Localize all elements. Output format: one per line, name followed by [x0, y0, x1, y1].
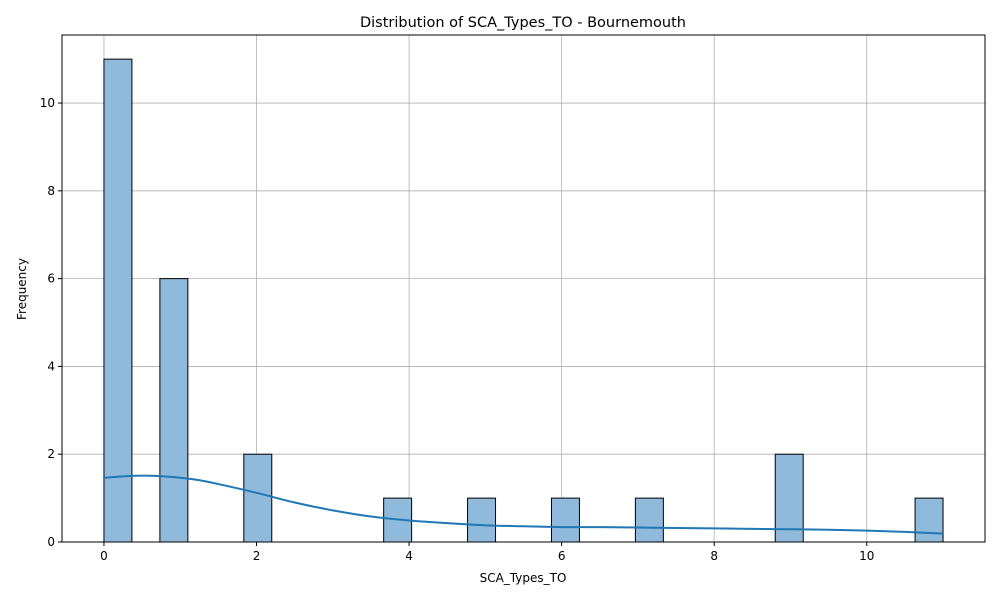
ticks-layer: 0 2 4 6 8 10 0 2 4 6 8 10: [40, 96, 875, 563]
y-tick-label: 8: [47, 184, 55, 198]
x-tick-label: 10: [859, 549, 874, 563]
histogram-bar: [634, 497, 664, 543]
histogram-bar: [914, 497, 944, 543]
y-tick-label: 0: [47, 535, 55, 549]
x-tick-label: 8: [710, 549, 718, 563]
y-tick-label: 10: [40, 96, 55, 110]
kde-line: [103, 474, 944, 535]
y-axis-title: Frequency: [15, 258, 29, 320]
chart-title: Distribution of SCA_Types_TO - Bournemou…: [360, 15, 686, 31]
x-axis-title: SCA_Types_TO: [480, 571, 567, 585]
bars-layer: [103, 58, 944, 543]
plot-frame: [61, 34, 986, 543]
y-tick-label: 6: [47, 272, 55, 286]
x-tick-label: 2: [253, 549, 261, 563]
histogram-bar: [467, 497, 497, 543]
histogram-bar: [550, 497, 580, 543]
histogram-bar: [774, 453, 804, 543]
histogram-bar: [243, 453, 273, 543]
x-tick-label: 6: [558, 549, 566, 563]
histogram-bar: [103, 58, 133, 543]
x-tick-label: 0: [100, 549, 108, 563]
kde-layer: [103, 474, 944, 535]
histogram-bar: [159, 278, 189, 543]
y-tick-label: 4: [47, 359, 55, 373]
y-tick-label: 2: [47, 447, 55, 461]
x-tick-label: 4: [405, 549, 413, 563]
